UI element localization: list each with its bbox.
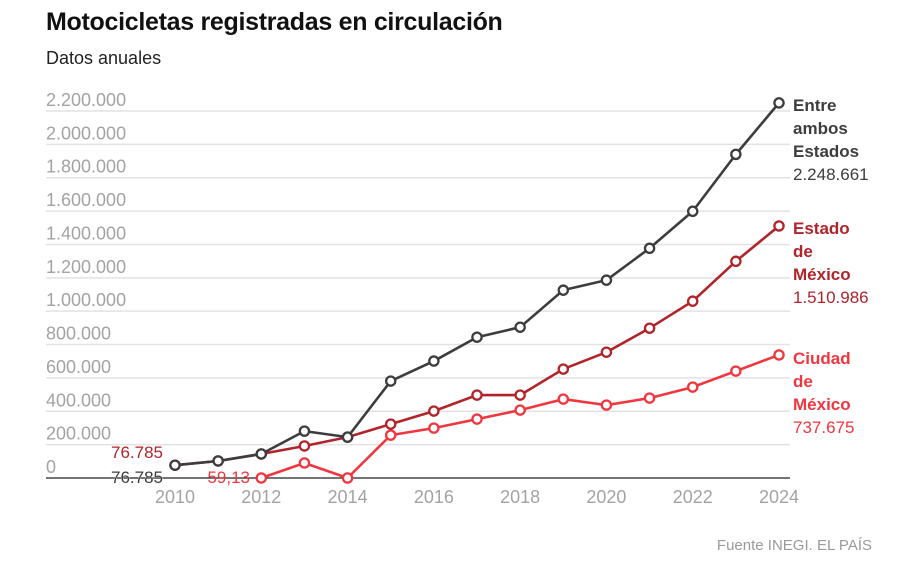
data-point[interactable] — [514, 404, 526, 416]
data-point[interactable] — [557, 284, 570, 296]
y-tick-label: 200.000 — [46, 424, 111, 444]
y-tick-label: 0 — [46, 457, 56, 477]
data-point[interactable] — [298, 440, 311, 452]
data-point[interactable] — [773, 97, 785, 109]
data-point[interactable] — [471, 331, 483, 343]
source-note: Fuente INEGI. EL PAÍS — [716, 537, 872, 554]
end-label: Entre ambos Estados 2.248.661 — [793, 96, 869, 184]
series-name-label: de — [793, 372, 813, 391]
y-tick-label: 400.000 — [46, 390, 111, 410]
data-point[interactable] — [730, 148, 742, 161]
data-point[interactable] — [471, 389, 483, 401]
x-tick-label: 2022 — [673, 487, 713, 507]
data-point[interactable] — [169, 459, 181, 471]
series-name-label: Estados — [793, 142, 859, 161]
data-point[interactable] — [384, 375, 397, 387]
series-line — [260, 353, 780, 480]
series-line — [174, 224, 780, 467]
x-tick-label: 2012 — [241, 487, 281, 507]
end-label: Ciudad de México 737.675 — [793, 349, 854, 437]
y-tick-label: 600.000 — [46, 357, 111, 377]
y-tick-label: 1.800.000 — [46, 157, 126, 177]
data-point[interactable] — [643, 322, 656, 334]
x-tick-label: 2014 — [328, 487, 368, 507]
data-point[interactable] — [686, 381, 699, 393]
grid-layer — [46, 110, 790, 479]
end-label: Estado de México 1.510.986 — [793, 219, 869, 307]
series-end-value: 2.248.661 — [793, 165, 869, 184]
y-tick-label: 800.000 — [46, 324, 111, 344]
y-tick-label: 1.000.000 — [46, 290, 126, 310]
series-ciudad-de-méxico — [255, 349, 785, 484]
data-point[interactable] — [384, 418, 397, 430]
series-name-label: Entre — [793, 96, 836, 115]
series-layer — [169, 97, 785, 484]
start-labels: 76.785 76.785 59,13 — [111, 443, 250, 487]
data-point[interactable] — [730, 365, 742, 377]
data-point[interactable] — [643, 392, 656, 404]
series-name-label: México — [793, 265, 851, 284]
x-axis-ticks: 2010 2012 2014 2016 2018 2020 2022 2024 — [155, 487, 799, 507]
data-point[interactable] — [384, 429, 397, 441]
data-point[interactable] — [557, 393, 570, 405]
series-entre-ambos-estados — [169, 97, 785, 471]
x-tick-label: 2016 — [414, 487, 454, 507]
x-tick-label: 2018 — [500, 487, 540, 507]
x-tick-label: 2024 — [759, 487, 799, 507]
y-tick-label: 1.600.000 — [46, 190, 126, 210]
data-point[interactable] — [341, 431, 354, 443]
y-tick-label: 1.200.000 — [46, 257, 126, 277]
start-value-label: 59,13 — [207, 468, 250, 487]
series-estado-de-méxico — [169, 220, 785, 471]
chart-subtitle: Datos anuales — [46, 48, 162, 68]
series-name-label: México — [793, 395, 851, 414]
data-point[interactable] — [686, 295, 699, 307]
data-point[interactable] — [514, 321, 526, 333]
y-tick-label: 1.400.000 — [46, 223, 126, 243]
series-name-label: Ciudad — [793, 349, 851, 368]
y-axis-ticks: 0 200.000 400.000 600.000 800.000 1.000.000 1.… — [46, 90, 126, 477]
series-end-value: 1.510.986 — [793, 288, 869, 307]
data-point[interactable] — [600, 274, 613, 286]
data-point[interactable] — [298, 457, 311, 469]
data-point[interactable] — [730, 255, 742, 268]
data-point[interactable] — [514, 389, 526, 401]
data-point[interactable] — [773, 349, 785, 361]
data-point[interactable] — [298, 425, 311, 437]
data-point[interactable] — [428, 355, 440, 367]
data-point[interactable] — [471, 413, 483, 425]
y-tick-label: 2.200.000 — [46, 90, 126, 110]
label-layer: Entre ambos Estados 2.248.661 Estado de México… — [111, 96, 869, 487]
series-name-label: Estado — [793, 219, 850, 238]
data-point[interactable] — [255, 472, 268, 484]
series-end-value: 737.675 — [793, 418, 854, 437]
data-point[interactable] — [686, 205, 699, 218]
data-point[interactable] — [643, 242, 656, 255]
data-point[interactable] — [773, 220, 785, 232]
series-name-label: de — [793, 242, 813, 261]
start-value-label: 76.785 — [111, 468, 163, 487]
x-tick-label: 2020 — [586, 487, 626, 507]
y-tick-label: 2.000.000 — [46, 123, 126, 143]
chart-title: Motocicletas registradas en circulación — [46, 8, 503, 36]
data-point[interactable] — [557, 363, 570, 375]
series-name-label: ambos — [793, 119, 848, 138]
data-point[interactable] — [600, 399, 613, 411]
data-point[interactable] — [341, 472, 354, 484]
data-point[interactable] — [255, 448, 268, 460]
data-point[interactable] — [600, 346, 613, 358]
data-point[interactable] — [212, 455, 224, 467]
x-tick-label: 2010 — [155, 487, 195, 507]
start-value-label: 76.785 — [111, 443, 163, 462]
data-point[interactable] — [428, 422, 440, 434]
data-point[interactable] — [428, 405, 440, 417]
